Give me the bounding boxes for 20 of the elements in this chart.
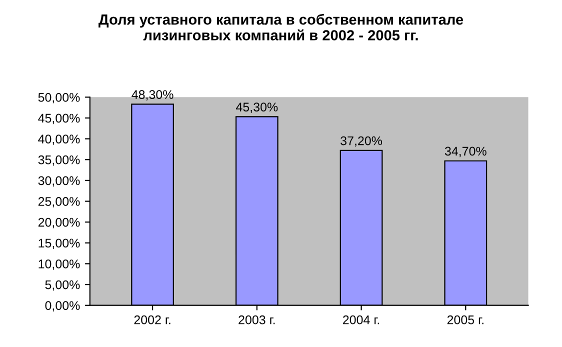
y-tick-label: 25,00% <box>38 197 80 208</box>
y-tick-label: 45,00% <box>38 114 80 124</box>
data-label: 45,30% <box>236 102 278 113</box>
x-tick-label: 2002 г. <box>134 315 170 324</box>
x-tick-label: 2003 г. <box>238 315 275 324</box>
y-tick-label: 50,00% <box>38 92 80 104</box>
x-tick-label: 2004 г. <box>343 315 380 324</box>
y-tick-label: 35,00% <box>38 155 80 166</box>
y-tick-label: 5,00% <box>45 280 80 291</box>
y-tick-label: 40,00% <box>38 134 80 145</box>
chart-title: Доля уставного капитала в собственном капитале лизинговых компаний в 2002 - 2005 гг. <box>98 14 464 40</box>
data-label: 48,30% <box>132 90 174 100</box>
y-tick-label: 15,00% <box>38 238 80 250</box>
x-tick-label: 2005 г. <box>447 315 484 324</box>
y-tick-label: 30,00% <box>38 176 80 187</box>
data-label: 34,70% <box>444 146 486 158</box>
y-tick-label: 20,00% <box>38 218 80 228</box>
data-label: 37,20% <box>340 136 382 147</box>
y-tick-label: 0,00% <box>45 301 80 312</box>
y-tick-label: 10,00% <box>38 260 80 270</box>
